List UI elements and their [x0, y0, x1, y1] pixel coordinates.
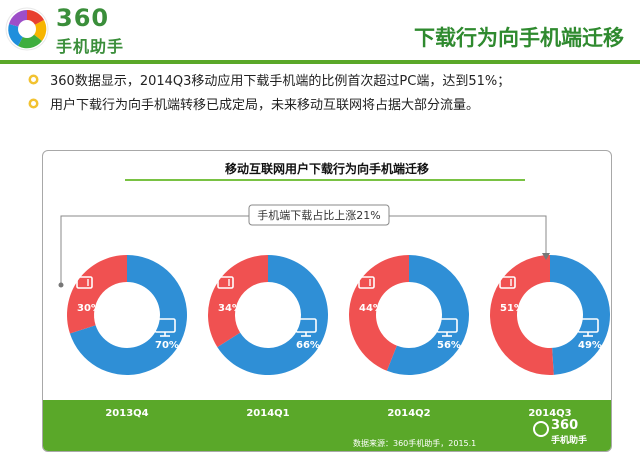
- category-label: 2014Q2: [387, 408, 431, 419]
- footer-logo-subtext: 手机助手: [551, 436, 588, 446]
- donut-segment-pc: [386, 255, 469, 375]
- annotation-box: [248, 204, 390, 226]
- pc-percent-label: 66%: [296, 340, 320, 351]
- source-note: 数据来源：360手机助手，2015.1: [353, 439, 477, 448]
- logo-subtext: 手机助手: [56, 37, 125, 56]
- pc-percent-label: 49%: [578, 340, 602, 351]
- pc-percent-label: 70%: [155, 340, 179, 351]
- footer-logo: 360 手机助手: [533, 418, 608, 448]
- phone-icon: [499, 276, 516, 289]
- category-label: 2013Q4: [105, 408, 149, 419]
- footer-logo-text: 360: [551, 418, 579, 433]
- page-title: 下载行为向手机端迁移: [414, 26, 624, 50]
- logo-icon: [5, 7, 49, 51]
- phone-icon: [217, 276, 234, 289]
- bullet-item: 用户下载行为向手机端转移已成定局，未来移动互联网将占据大部分流量。: [28, 94, 628, 114]
- donut-segment-pc: [217, 255, 329, 376]
- chart-title-underline: [125, 179, 525, 181]
- bullet-text: 360数据显示，2014Q3移动应用下载手机端的比例首次超过PC端，达到51%；: [50, 74, 511, 89]
- category-label: 2014Q3: [528, 408, 572, 419]
- donut-segment-pc: [550, 255, 610, 375]
- footer-band: [43, 400, 611, 451]
- bullet-item: 360数据显示，2014Q3移动应用下载手机端的比例首次超过PC端，达到51%；: [28, 70, 628, 90]
- donut-segment-mobile: [208, 255, 268, 348]
- footer-logo-icon: [533, 421, 549, 437]
- annotation-start-dot: [58, 282, 64, 288]
- donut-segment-pc: [69, 255, 187, 375]
- phone-icon: [76, 276, 93, 289]
- header-divider: [0, 60, 640, 64]
- donut-segment-mobile: [489, 255, 554, 375]
- bullet-icon: [28, 98, 39, 109]
- mobile-percent-label: 30%: [77, 303, 101, 314]
- header: 360 手机助手 下载行为向手机端迁移: [0, 0, 640, 64]
- donut-segment-mobile: [349, 255, 409, 371]
- annotation-text: 手机端下载占比上涨21%: [257, 208, 380, 222]
- category-label: 2014Q1: [246, 408, 290, 419]
- bullet-list: 360数据显示，2014Q3移动应用下载手机端的比例首次超过PC端，达到51%；…: [28, 70, 628, 118]
- logo-text: 360: [56, 4, 110, 32]
- bullet-text: 用户下载行为向手机端转移已成定局，未来移动互联网将占据大部分流量。: [50, 98, 480, 113]
- mobile-percent-label: 44%: [359, 303, 383, 314]
- donut-segment-mobile: [67, 255, 127, 334]
- bullet-icon: [28, 74, 39, 85]
- phone-icon: [358, 276, 375, 289]
- mobile-percent-label: 34%: [218, 303, 242, 314]
- chart-title: 移动互联网用户下载行为向手机端迁移: [224, 162, 429, 176]
- chart-canvas: 30% 70% 34% 66% 44% 56% 51% 49% 手机端下载占比上涨21%: [58, 204, 610, 376]
- mobile-percent-label: 51%: [500, 303, 524, 314]
- chart-card: 移动互联网用户下载行为向手机端迁移 30% 70% 34% 66% 44% 56% 51% 4…: [42, 150, 612, 452]
- pc-percent-label: 56%: [437, 340, 461, 351]
- annotation-arrowhead: [542, 253, 550, 260]
